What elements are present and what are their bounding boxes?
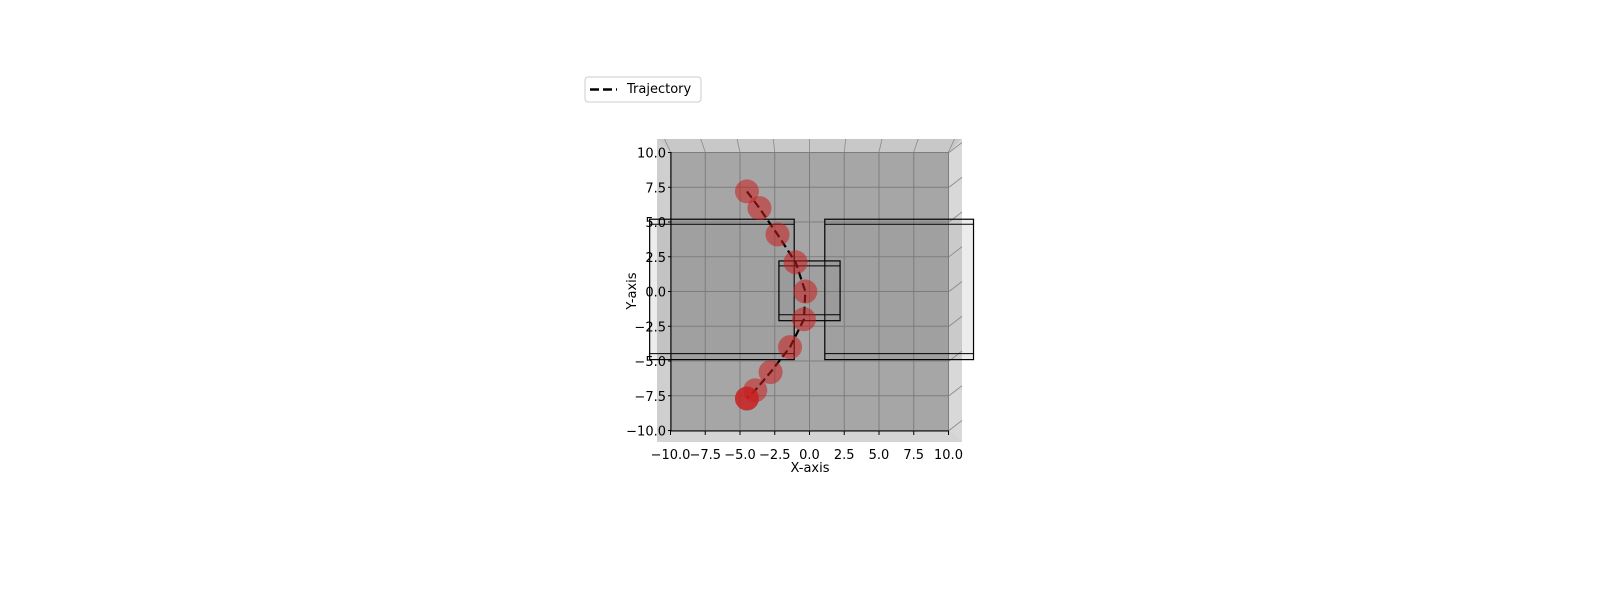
grid-line-top-pane xyxy=(843,138,847,153)
y-tick-label: −5.0 xyxy=(634,355,666,370)
x-tick-label: −10.0 xyxy=(651,448,691,463)
axes: −10.0 −7.5 −5.0 −2.5 0.0 2.5 5.0 7.5 10.0−10.0−7… xyxy=(626,147,963,464)
trajectory-markers xyxy=(734,179,818,411)
grid-line-top-pane xyxy=(700,138,706,153)
y-tick-label: −7.5 xyxy=(634,390,666,405)
grid-line-top-pane xyxy=(878,138,883,153)
trajectory-marker xyxy=(734,179,759,204)
grid-line-top-pane xyxy=(736,138,741,153)
y-axis-label: Y-axis xyxy=(625,272,640,310)
legend-box xyxy=(584,76,702,103)
x-axis-label: X-axis xyxy=(791,461,830,476)
trajectory-marker xyxy=(758,360,783,385)
x-tick-label: 7.5 xyxy=(903,448,924,463)
trajectory-marker xyxy=(783,250,808,275)
left-pane xyxy=(657,139,671,442)
y-tick-label: 2.5 xyxy=(645,251,666,266)
grid-line-right-pane xyxy=(948,281,963,292)
x-tick-label: 0.0 xyxy=(799,448,820,463)
y-tick-label: 5.0 xyxy=(645,216,666,231)
x-tick-label: −7.5 xyxy=(689,448,721,463)
bottom-pane xyxy=(657,431,962,442)
x-tick-label: −2.5 xyxy=(759,448,791,463)
legend-trajectory-label: Trajectory xyxy=(626,82,691,97)
grid-line-top-pane xyxy=(664,138,671,153)
x-tick-label: −5.0 xyxy=(724,448,756,463)
trajectory-marker xyxy=(765,222,790,247)
trajectory-marker xyxy=(778,335,803,360)
grid-line-top-pane xyxy=(772,138,776,153)
grid-line-top-pane xyxy=(948,138,955,153)
y-tick-label: −2.5 xyxy=(634,320,666,335)
grid-line-right-pane xyxy=(948,315,963,327)
trajectory-marker xyxy=(793,279,818,304)
x-tick-label: 10.0 xyxy=(934,448,963,463)
grid-line-right-pane xyxy=(948,142,963,153)
trajectory-marker xyxy=(747,196,772,221)
x-tick-label: 5.0 xyxy=(869,448,890,463)
grid-line-right-pane xyxy=(948,385,963,397)
y-tick-label: 0.0 xyxy=(645,286,666,301)
obstacle-box xyxy=(824,218,975,361)
grid-line-right-pane xyxy=(948,420,963,431)
grid-line-right-pane xyxy=(948,211,963,223)
y-tick-label: 7.5 xyxy=(645,181,666,196)
grid-line-right-pane xyxy=(948,176,963,188)
grid-line-top-pane xyxy=(913,138,919,153)
grid-line-right-pane xyxy=(948,246,963,258)
trajectory-marker xyxy=(734,386,759,411)
trajectory-marker xyxy=(791,307,816,332)
legend: Trajectory xyxy=(584,76,702,103)
y-tick-label: −10.0 xyxy=(626,425,666,440)
y-tick-label: 10.0 xyxy=(637,147,666,162)
x-tick-label: 2.5 xyxy=(834,448,855,463)
